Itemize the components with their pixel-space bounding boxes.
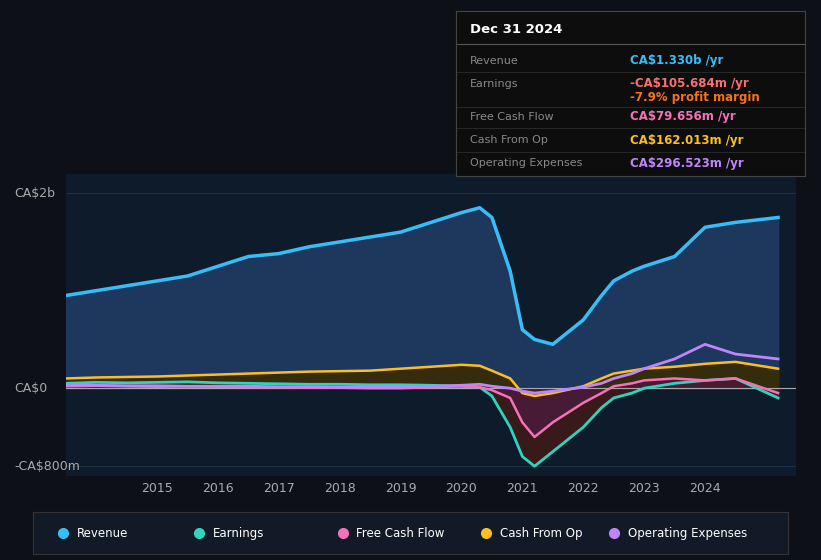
Text: CA$79.656m /yr: CA$79.656m /yr xyxy=(631,110,736,123)
Text: CA$0: CA$0 xyxy=(15,382,48,395)
Text: Revenue: Revenue xyxy=(470,56,518,66)
Text: -CA$800m: -CA$800m xyxy=(15,460,80,473)
Text: Operating Expenses: Operating Expenses xyxy=(628,527,747,540)
Text: Dec 31 2024: Dec 31 2024 xyxy=(470,23,562,36)
Text: Free Cash Flow: Free Cash Flow xyxy=(356,527,444,540)
Text: Cash From Op: Cash From Op xyxy=(470,135,548,145)
Text: CA$162.013m /yr: CA$162.013m /yr xyxy=(631,133,744,147)
Text: Earnings: Earnings xyxy=(470,79,518,89)
Text: Earnings: Earnings xyxy=(213,527,264,540)
Text: -CA$105.684m /yr: -CA$105.684m /yr xyxy=(631,77,749,90)
Text: Operating Expenses: Operating Expenses xyxy=(470,158,582,168)
Text: Revenue: Revenue xyxy=(76,527,128,540)
Text: Free Cash Flow: Free Cash Flow xyxy=(470,112,553,122)
Text: CA$1.330b /yr: CA$1.330b /yr xyxy=(631,54,723,67)
Text: CA$296.523m /yr: CA$296.523m /yr xyxy=(631,157,744,170)
Text: Cash From Op: Cash From Op xyxy=(500,527,582,540)
Text: CA$2b: CA$2b xyxy=(15,186,56,199)
Text: -7.9% profit margin: -7.9% profit margin xyxy=(631,91,760,104)
